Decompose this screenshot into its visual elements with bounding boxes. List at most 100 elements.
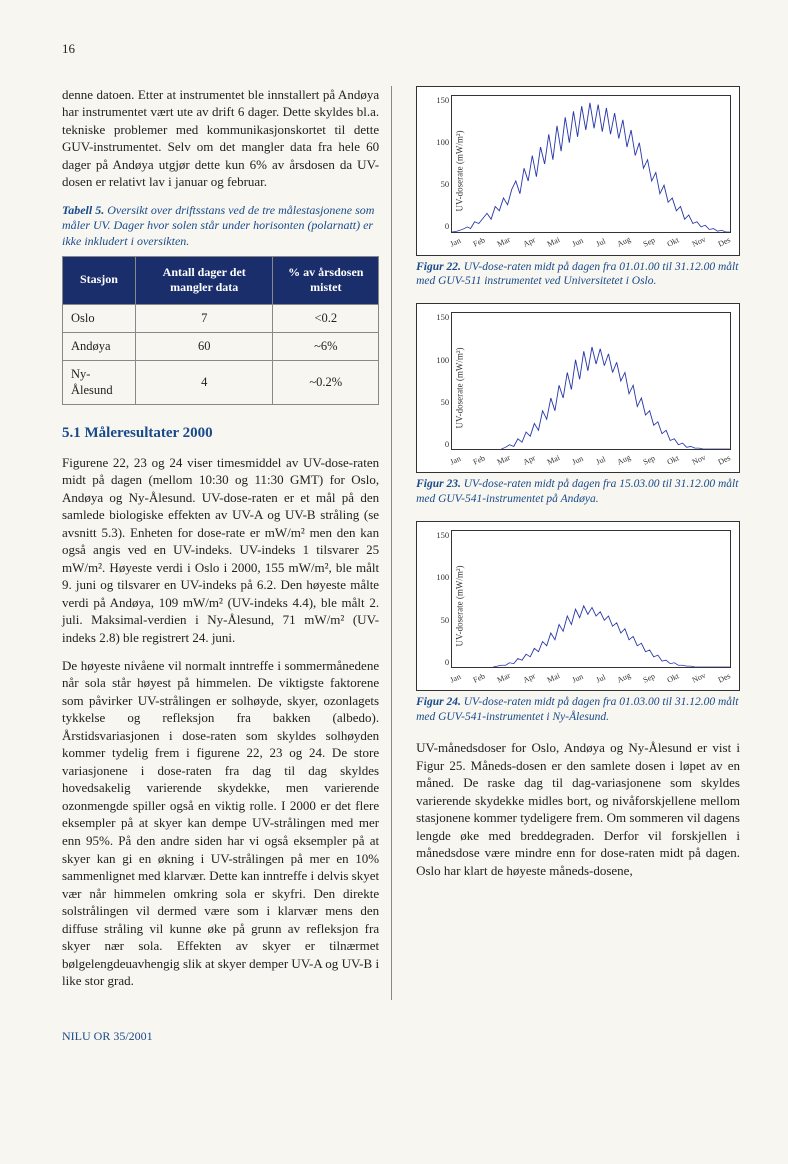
y-ticks: 0 50 100 150 [431,530,449,668]
xtick: Aug [616,452,633,468]
paragraph-intro: denne datoen. Etter at instrumentet ble … [62,86,379,191]
two-column-layout: denne datoen. Etter at instrumentet ble … [62,86,740,1000]
xtick: Apr [521,671,537,686]
table-row: Ny-Ålesund 4 ~0.2% [63,360,379,405]
xtick: Jan [449,454,463,468]
xtick: Des [716,235,732,250]
cell: 4 [135,360,273,405]
ytick: 100 [431,355,449,366]
xtick: Mai [546,235,562,250]
ytick: 50 [431,615,449,626]
figure-22-label: Figur 22. [416,261,461,273]
xtick: Sep [642,453,657,468]
page-number: 16 [62,40,740,58]
figure-24-chart: UV-doserate (mW/m²) 0 50 100 150 Jan Feb… [416,521,740,691]
figure-24-caption-text: UV-dose-raten midt på dagen fra 01.03.00… [416,696,738,723]
xtick: Jun [571,453,586,467]
xtick: Feb [472,453,487,468]
cell: 60 [135,332,273,360]
ytick: 100 [431,572,449,583]
figure-23-caption: Figur 23. UV-dose-raten midt på dagen fr… [416,477,740,507]
xtick: Mar [496,235,513,250]
right-column: UV-doserate (mW/m²) 0 50 100 150 Jan Feb… [410,86,740,1000]
xtick: Aug [616,234,633,250]
xtick: Mar [496,670,513,685]
table5-caption-text: Oversikt over driftsstans ved de tre mål… [62,203,374,248]
line-trace [452,313,730,449]
xtick: Jul [594,236,607,250]
ytick: 0 [431,439,449,450]
xtick: Jul [594,454,607,468]
xtick: Apr [521,235,537,250]
xtick: Jan [449,236,463,250]
xtick: Des [716,453,732,468]
xtick: Nov [690,234,707,250]
paragraph-monthly-doses: UV-månedsdoser for Oslo, Andøya og Ny-Ål… [416,739,740,879]
cell: Oslo [63,304,136,332]
figure-22-chart: UV-doserate (mW/m²) 0 50 100 150 Jan Feb… [416,86,740,256]
x-ticks: Jan Feb Mar Apr Mai Jun Jul Aug Sep Okt … [451,458,731,469]
ytick: 100 [431,137,449,148]
table5-label: Tabell 5. [62,203,104,217]
xtick: Jan [449,671,463,685]
figure-23-chart: UV-doserate (mW/m²) 0 50 100 150 Jan Feb… [416,303,740,473]
xtick: Aug [616,670,633,686]
th-prosent: % av årsdosen mistet [273,256,379,304]
section-title-5-1: 5.1 Måleresultater 2000 [62,423,379,443]
xtick: Feb [472,235,487,250]
cell: Andøya [63,332,136,360]
xtick: Mai [546,671,562,686]
y-ticks: 0 50 100 150 [431,95,449,233]
figure-22-caption: Figur 22. UV-dose-raten midt på dagen fr… [416,260,740,290]
xtick: Sep [642,671,657,686]
x-ticks: Jan Feb Mar Apr Mai Jun Jul Aug Sep Okt … [451,240,731,251]
footer-reference: NILU OR 35/2001 [62,1028,740,1044]
ytick: 150 [431,530,449,541]
cell: ~6% [273,332,379,360]
figure-23-caption-text: UV-dose-raten midt på dagen fra 15.03.00… [416,478,738,505]
line-trace [452,531,730,667]
xtick: Jun [571,236,586,250]
xtick: Nov [690,670,707,686]
plot-area [451,530,731,668]
xtick: Jun [571,671,586,685]
figure-24-caption: Figur 24. UV-dose-raten midt på dagen fr… [416,695,740,725]
xtick: Okt [666,671,681,686]
ytick: 0 [431,657,449,668]
cell: ~0.2% [273,360,379,405]
xtick: Mai [546,453,562,468]
plot-area [451,312,731,450]
th-stasjon: Stasjon [63,256,136,304]
figure-23-label: Figur 23. [416,478,461,490]
plot-area [451,95,731,233]
x-ticks: Jan Feb Mar Apr Mai Jun Jul Aug Sep Okt … [451,676,731,687]
xtick: Sep [642,235,657,250]
ytick: 50 [431,179,449,190]
left-column: denne datoen. Etter at instrumentet ble … [62,86,392,1000]
ytick: 150 [431,312,449,323]
ytick: 50 [431,397,449,408]
cell: <0.2 [273,304,379,332]
cell: Ny-Ålesund [63,360,136,405]
paragraph-results-1: Figurene 22, 23 og 24 viser timesmiddel … [62,454,379,647]
xtick: Okt [666,453,681,468]
xtick: Apr [521,453,537,468]
table5-caption: Tabell 5. Oversikt over driftsstans ved … [62,203,379,250]
xtick: Nov [690,452,707,468]
th-antall: Antall dager det mangler data [135,256,273,304]
xtick: Okt [666,235,681,250]
table-row: Oslo 7 <0.2 [63,304,379,332]
figure-22-caption-text: UV-dose-raten midt på dagen fra 01.01.00… [416,261,738,288]
figure-24-label: Figur 24. [416,696,461,708]
table-row: Andøya 60 ~6% [63,332,379,360]
paragraph-results-2: De høyeste nivåene vil normalt inntreffe… [62,657,379,990]
y-ticks: 0 50 100 150 [431,312,449,450]
xtick: Jul [594,672,607,686]
xtick: Mar [496,452,513,467]
cell: 7 [135,304,273,332]
table5: Stasjon Antall dager det mangler data % … [62,256,379,406]
ytick: 0 [431,221,449,232]
xtick: Des [716,671,732,686]
ytick: 150 [431,95,449,106]
line-trace [452,96,730,232]
